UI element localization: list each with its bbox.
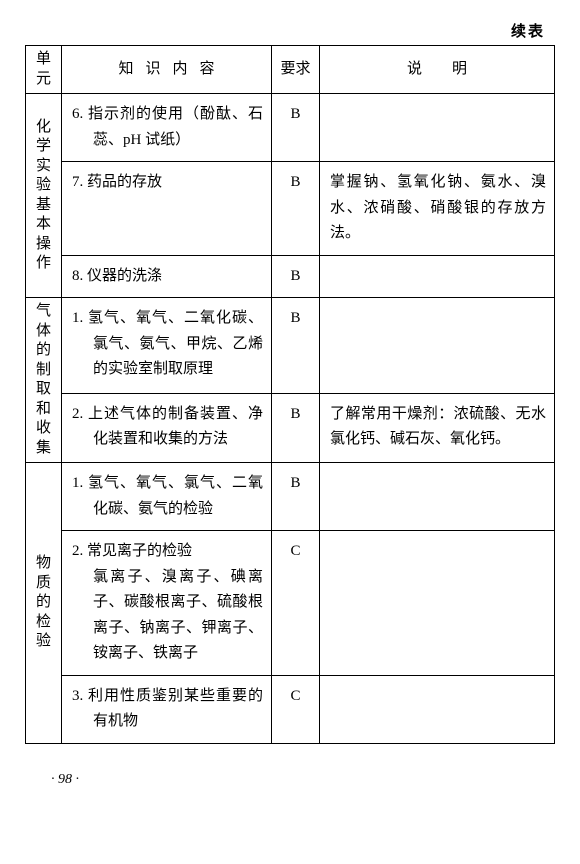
note-cell — [320, 531, 555, 676]
unit-cell-1: 化学实验基本操作 — [26, 94, 62, 298]
table-row: 化学实验基本操作 6. 指示剂的使用（酚酞、石蕊、pH 试纸） B — [26, 94, 555, 162]
req-cell: C — [272, 675, 320, 743]
req-cell: C — [272, 531, 320, 676]
req-cell: B — [272, 463, 320, 531]
table-row: 2. 常见离子的检验氯离子、溴离子、碘离子、碳酸根离子、硫酸根离子、钠离子、钾离… — [26, 531, 555, 676]
content-cell: 8. 仪器的洗涤 — [62, 255, 272, 298]
header-note: 说明 — [320, 46, 555, 94]
content-cell: 2. 上述气体的制备装置、净化装置和收集的方法 — [62, 393, 272, 462]
syllabus-table: 单元 知识内容 要求 说明 化学实验基本操作 6. 指示剂的使用（酚酞、石蕊、p… — [25, 45, 555, 744]
req-cell: B — [272, 393, 320, 462]
content-cell: 1. 氢气、氧气、二氧化碳、氯气、氨气、甲烷、乙烯的实验室制取原理 — [62, 298, 272, 394]
note-cell — [320, 675, 555, 743]
note-cell: 了解常用干燥剂：浓硫酸、无水氯化钙、碱石灰、氧化钙。 — [320, 393, 555, 462]
req-cell: B — [272, 298, 320, 394]
table-row: 3. 利用性质鉴别某些重要的有机物 C — [26, 675, 555, 743]
table-row: 物质的检验 1. 氢气、氧气、氯气、二氧化碳、氨气的检验 B — [26, 463, 555, 531]
header-content: 知识内容 — [62, 46, 272, 94]
content-cell: 7. 药品的存放 — [62, 162, 272, 256]
continued-label: 续表 — [25, 20, 545, 41]
table-row: 7. 药品的存放 B 掌握钠、氢氧化钠、氨水、溴水、浓硝酸、硝酸银的存放方法。 — [26, 162, 555, 256]
unit-cell-3: 物质的检验 — [26, 463, 62, 744]
content-cell: 2. 常见离子的检验氯离子、溴离子、碘离子、碳酸根离子、硫酸根离子、钠离子、钾离… — [62, 531, 272, 676]
table-row: 气体的制取和收集 1. 氢气、氧气、二氧化碳、氯气、氨气、甲烷、乙烯的实验室制取… — [26, 298, 555, 394]
unit-cell-2: 气体的制取和收集 — [26, 298, 62, 463]
note-cell — [320, 94, 555, 162]
content-cell: 6. 指示剂的使用（酚酞、石蕊、pH 试纸） — [62, 94, 272, 162]
content-cell: 1. 氢气、氧气、氯气、二氧化碳、氨气的检验 — [62, 463, 272, 531]
req-cell: B — [272, 94, 320, 162]
table-row: 2. 上述气体的制备装置、净化装置和收集的方法 B 了解常用干燥剂：浓硫酸、无水… — [26, 393, 555, 462]
content-cell: 3. 利用性质鉴别某些重要的有机物 — [62, 675, 272, 743]
page-number: · 98 · — [51, 772, 555, 788]
note-cell — [320, 255, 555, 298]
table-row: 8. 仪器的洗涤 B — [26, 255, 555, 298]
header-unit: 单元 — [26, 46, 62, 94]
note-cell: 掌握钠、氢氧化钠、氨水、溴水、浓硝酸、硝酸银的存放方法。 — [320, 162, 555, 256]
note-cell — [320, 463, 555, 531]
header-req: 要求 — [272, 46, 320, 94]
table-header-row: 单元 知识内容 要求 说明 — [26, 46, 555, 94]
req-cell: B — [272, 162, 320, 256]
note-cell — [320, 298, 555, 394]
req-cell: B — [272, 255, 320, 298]
